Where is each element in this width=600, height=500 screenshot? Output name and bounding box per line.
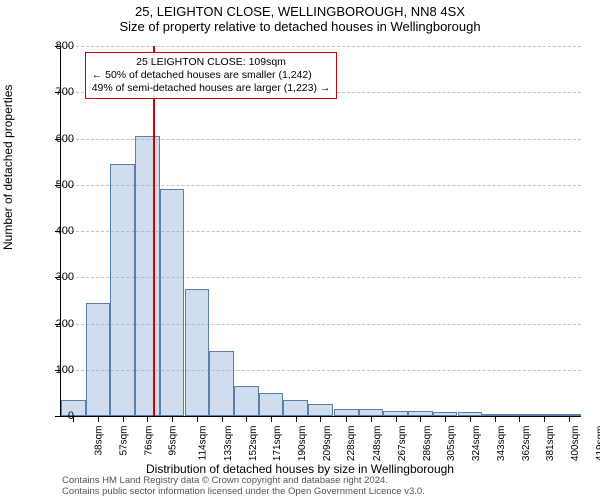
x-tick [569, 416, 570, 422]
chart-subtitle: Size of property relative to detached ho… [0, 19, 600, 36]
histogram-bar [110, 164, 135, 416]
x-tick-label: 209sqm [322, 426, 333, 462]
histogram-bar [160, 189, 185, 416]
x-tick [371, 416, 372, 422]
x-tick [346, 416, 347, 422]
chart-container: 25, LEIGHTON CLOSE, WELLINGBOROUGH, NN8 … [0, 0, 600, 500]
x-tick [147, 416, 148, 422]
x-tick [470, 416, 471, 422]
y-tick-label: 500 [34, 179, 74, 191]
histogram-bar [259, 393, 284, 416]
x-tick-label: 362sqm [521, 426, 532, 462]
x-tick-label: 95sqm [168, 426, 179, 456]
histogram-bar [185, 289, 210, 416]
histogram-bar [86, 303, 111, 416]
x-tick [519, 416, 520, 422]
chart-title: 25, LEIGHTON CLOSE, WELLINGBOROUGH, NN8 … [0, 0, 600, 19]
x-tick-label: 400sqm [570, 426, 581, 462]
x-tick [222, 416, 223, 422]
x-axis-title: Distribution of detached houses by size … [0, 462, 600, 476]
x-tick [123, 416, 124, 422]
x-tick-label: 381sqm [545, 426, 556, 462]
x-tick-label: 343sqm [496, 426, 507, 462]
x-tick [495, 416, 496, 422]
y-tick-label: 100 [34, 364, 74, 376]
grid-line [61, 46, 581, 47]
x-tick-label: 57sqm [119, 426, 130, 456]
x-tick-label: 171sqm [272, 426, 283, 462]
annotation-line2: ← 50% of detached houses are smaller (1,… [92, 69, 331, 82]
x-tick [296, 416, 297, 422]
plot-area [60, 46, 581, 417]
footer-line2: Contains public sector information licen… [62, 487, 425, 498]
histogram-bar [209, 351, 234, 416]
x-tick [172, 416, 173, 422]
x-tick-label: 305sqm [447, 426, 458, 462]
y-tick-label: 600 [34, 133, 74, 145]
x-tick-label: 267sqm [397, 426, 408, 462]
x-tick-label: 76sqm [143, 426, 154, 456]
y-tick-label: 300 [34, 271, 74, 283]
y-tick-label: 700 [34, 86, 74, 98]
y-tick-label: 400 [34, 225, 74, 237]
histogram-bar [334, 409, 359, 416]
y-axis-title: Number of detached properties [1, 85, 15, 250]
x-tick [271, 416, 272, 422]
x-tick-label: 248sqm [372, 426, 383, 462]
x-tick-label: 228sqm [346, 426, 357, 462]
x-tick [396, 416, 397, 422]
annotation-box: 25 LEIGHTON CLOSE: 109sqm← 50% of detach… [85, 52, 338, 99]
footer: Contains HM Land Registry data © Crown c… [62, 476, 425, 498]
x-tick [197, 416, 198, 422]
histogram-bar [283, 400, 308, 416]
histogram-bar [135, 136, 160, 416]
y-tick-label: 0 [34, 410, 74, 422]
x-tick-label: 38sqm [94, 426, 105, 456]
x-tick-label: 114sqm [197, 426, 208, 461]
x-tick [420, 416, 421, 422]
reference-line [153, 46, 155, 416]
x-tick-label: 324sqm [471, 426, 482, 462]
x-tick-label: 190sqm [297, 426, 308, 462]
annotation-line3: 49% of semi-detached houses are larger (… [92, 82, 331, 95]
y-tick-label: 800 [34, 40, 74, 52]
y-tick-label: 200 [34, 318, 74, 330]
histogram-bar [359, 409, 384, 416]
histogram-bar [308, 404, 333, 416]
x-tick [246, 416, 247, 422]
x-tick-label: 286sqm [422, 426, 433, 462]
histogram-bar [234, 386, 259, 416]
x-tick [445, 416, 446, 422]
x-tick-label: 419sqm [595, 426, 600, 462]
x-tick [98, 416, 99, 422]
x-tick-label: 133sqm [223, 426, 234, 462]
x-tick-label: 152sqm [248, 426, 259, 462]
x-tick [320, 416, 321, 422]
annotation-line1: 25 LEIGHTON CLOSE: 109sqm [92, 56, 331, 69]
x-tick [544, 416, 545, 422]
